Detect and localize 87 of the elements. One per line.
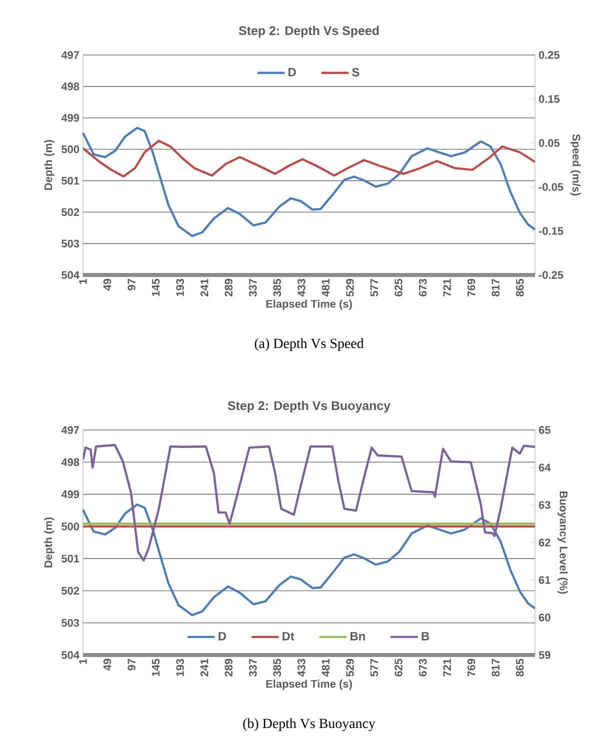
y-tick-label: 498 — [61, 82, 80, 90]
x-tick-label: 337 — [249, 279, 257, 297]
y-tick-label: 499 — [61, 114, 80, 122]
y2-tick-label: 64 — [538, 464, 551, 472]
y-tick-label: 497 — [61, 426, 79, 434]
legend-label: D — [218, 632, 226, 640]
y-tick-label: 498 — [61, 458, 80, 466]
legend-label: B — [422, 632, 430, 640]
y-tick-label: 503 — [62, 618, 80, 627]
line-series — [82, 126, 536, 238]
x-tick-label: 721 — [443, 278, 451, 296]
x-tick-label: 817 — [492, 659, 500, 676]
y2-tick-label: -0.25 — [538, 271, 564, 279]
x-tick-label: 385 — [273, 658, 282, 677]
x-tick-label: 337 — [249, 659, 257, 677]
x-tick-label: 49 — [103, 278, 112, 291]
legend-label: Bn — [350, 632, 365, 640]
y-tick-label: 504 — [62, 271, 80, 279]
y2-tick-label: 60 — [538, 614, 550, 622]
x-tick-label: 145 — [152, 278, 160, 296]
x-tick-label: 1 — [79, 658, 87, 664]
chart-title: Step 2: Depth Vs Speed — [238, 26, 379, 38]
x-tick-label: 625 — [394, 278, 402, 296]
x-tick-label: 193 — [176, 658, 184, 676]
x-tick-label: 817 — [492, 279, 500, 296]
y2-tick-label: 63 — [538, 501, 550, 509]
legend-label: S — [352, 68, 360, 76]
x-tick-label: 241 — [200, 658, 208, 676]
text: (b) Depth Vs Buoyancy — [243, 718, 376, 731]
line-series — [83, 140, 536, 178]
y-tick-label: 502 — [62, 208, 80, 216]
x-tick-label: 865 — [516, 278, 524, 296]
y2-tick-label: 61 — [538, 576, 550, 584]
y2-tick-label: 62 — [538, 538, 550, 546]
legend-label: D — [288, 68, 296, 76]
y-tick-label: 502 — [62, 586, 80, 595]
y2-axis-title: Buoyancy Level (%) — [558, 491, 568, 594]
x-tick-label: 865 — [516, 658, 524, 676]
x-tick-label: 433 — [298, 658, 306, 677]
x-tick-label: 769 — [467, 278, 476, 296]
y2-tick-label: 0.25 — [538, 51, 560, 59]
y-tick-label: 504 — [62, 651, 80, 659]
y2-axis-title: Speed (m/s) — [570, 134, 581, 196]
x-tick-label: 1 — [79, 278, 87, 284]
x-tick-label: 49 — [103, 658, 112, 671]
y-tick-label: 500 — [62, 522, 80, 530]
x-tick-label: 433 — [298, 278, 306, 297]
x-tick-label: 289 — [224, 658, 232, 676]
x-tick-label: 721 — [443, 658, 451, 676]
x-tick-label: 193 — [176, 278, 184, 296]
x-tick-label: 97 — [128, 279, 136, 290]
y2-tick-label: 0.15 — [538, 95, 560, 103]
x-tick-label: 289 — [224, 278, 232, 296]
x-tick-label: 145 — [152, 658, 160, 676]
x-tick-label: 97 — [128, 659, 136, 670]
x-axis-title: Elapsed Time (s) — [266, 680, 352, 690]
x-axis-title: Elapsed Time (s) — [266, 300, 352, 310]
x-tick-label: 481 — [322, 658, 330, 677]
legend-label: Dt — [282, 632, 294, 640]
y-tick-label: 501 — [62, 176, 80, 185]
x-tick-label: 529 — [346, 278, 354, 296]
y2-tick-label: 59 — [538, 651, 550, 659]
y-tick-label: 503 — [62, 240, 80, 248]
chart-title: Step 2: Depth Vs Buoyancy — [228, 400, 390, 413]
x-tick-label: 673 — [418, 278, 427, 296]
text: (a) Depth Vs Speed — [254, 338, 364, 351]
x-tick-label: 673 — [418, 658, 427, 676]
y2-tick-label: -0.15 — [538, 227, 564, 235]
x-tick-label: 577 — [370, 659, 378, 676]
x-tick-label: 577 — [370, 279, 378, 296]
x-tick-label: 241 — [200, 278, 208, 296]
y-axis-title: Depth (m) — [44, 140, 54, 190]
x-tick-label: 481 — [322, 278, 330, 297]
y2-tick-label: -0.05 — [538, 183, 564, 191]
x-tick-label: 529 — [346, 658, 354, 676]
y-axis-title: Depth (m) — [44, 517, 54, 568]
y-tick-label: 501 — [62, 554, 80, 562]
y-tick-label: 499 — [61, 490, 80, 498]
y2-tick-label: 0.05 — [538, 139, 560, 147]
line-series — [83, 444, 536, 562]
x-tick-label: 769 — [467, 658, 476, 676]
x-tick-label: 625 — [394, 658, 402, 676]
x-tick-label: 385 — [273, 278, 282, 297]
y-tick-label: 500 — [62, 145, 80, 154]
y-tick-label: 497 — [61, 51, 79, 59]
y2-tick-label: 65 — [538, 426, 550, 434]
line-series — [82, 503, 536, 616]
